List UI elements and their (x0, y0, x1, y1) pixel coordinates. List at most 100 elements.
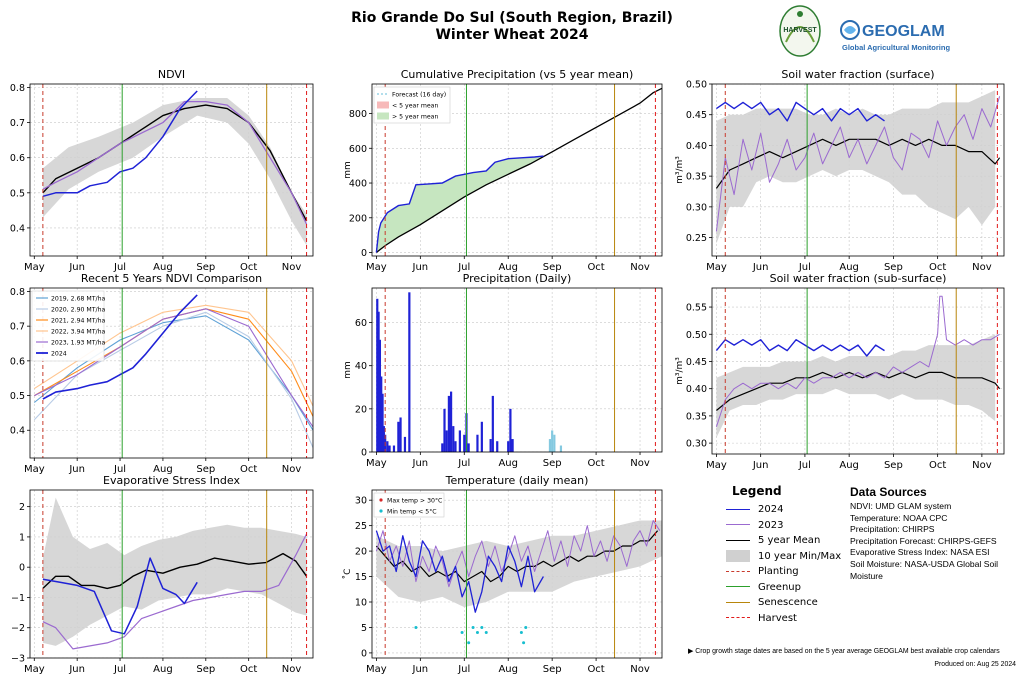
y-axis-label: m³/m³ (675, 357, 685, 385)
y-tick-label: 0.25 (686, 233, 707, 244)
legend-swatch-line (726, 617, 750, 619)
precip-bar (449, 391, 453, 452)
y-tick-label: 25 (355, 521, 367, 532)
temp-legend-marker (379, 498, 383, 502)
cold-marker (460, 631, 464, 635)
precip-bar (381, 393, 384, 452)
legend-swatch (726, 535, 750, 547)
y-tick-label: 0.5 (10, 188, 25, 199)
series-line-0 (42, 552, 308, 590)
y-axis-label: mm (343, 161, 353, 179)
min-max-band (716, 334, 996, 438)
legend-swatch-line (726, 539, 750, 541)
temp-legend: Max temp > 30°C Min temp < 5°C (373, 492, 445, 518)
series-line-2024 (375, 155, 544, 253)
legend-item: 2023 (726, 518, 844, 534)
legend-swatch-line (726, 601, 750, 603)
plot-frame (711, 83, 1005, 257)
precip-bar (378, 339, 382, 452)
x-tick-label: Aug (498, 458, 518, 469)
y-tick-label: 0.40 (686, 141, 707, 152)
x-tick-label: Jul (457, 458, 470, 469)
legend-label: Greenup (758, 581, 801, 593)
temp-legend-label: Max temp > 30°C (387, 497, 442, 505)
precip-bar (382, 426, 385, 452)
series-line-2 (42, 557, 198, 635)
y-tick-label: 400 (349, 179, 367, 190)
series-line-mean (375, 87, 662, 254)
precip-bar (491, 395, 494, 452)
plot-content (30, 84, 313, 256)
source-precipitation: Precipitation: CHIRPS (850, 524, 935, 535)
y-tick-label: 0.45 (686, 357, 707, 368)
x-tick-label: Jul (798, 262, 811, 273)
precip-bar (454, 441, 457, 452)
legend-item: Planting (726, 564, 844, 580)
x-tick-label: Oct (240, 262, 257, 273)
x-tick-label: Jun (68, 262, 85, 273)
x-tick-label: Nov (630, 458, 650, 469)
x-tick-label: Nov (282, 262, 302, 273)
x-tick-label: Nov (282, 464, 302, 475)
precip-bar (386, 441, 389, 452)
cold-marker (467, 641, 471, 645)
x-tick-label: Nov (972, 262, 992, 273)
cumprec-legend-label: < 5 year mean (392, 103, 438, 110)
chart-temperature: Temperature (daily mean) May Jun Jul Aug Sep O… (342, 474, 663, 675)
series-line-1 (715, 295, 1000, 427)
precip-bar (376, 298, 379, 452)
y-tick-label: 0 (361, 248, 367, 259)
legend-title: Legend (732, 484, 782, 498)
ndvi5-legend-label: 2021, 2.94 MT/ha (51, 318, 106, 325)
legend-label: 5 year Mean (758, 535, 821, 547)
x-tick-label: Jun (412, 664, 429, 675)
x-tick-label: Sep (884, 460, 903, 471)
forecast-bar (551, 430, 554, 452)
precip-bar (458, 430, 461, 452)
y-tick-label: 60 (355, 318, 367, 329)
x-tick-label: May (366, 262, 387, 273)
legend-swatch (726, 566, 750, 578)
series-line-0 (716, 371, 1001, 411)
legend-swatch (726, 581, 750, 593)
series-line-2 (42, 90, 198, 198)
plot-frame (371, 287, 663, 453)
legend-label: Harvest (758, 612, 797, 624)
legend-item: Greenup (726, 580, 844, 596)
x-tick-label: Jun (412, 458, 429, 469)
x-tick-label: May (24, 664, 45, 675)
x-tick-label: May (366, 458, 387, 469)
legend-swatch (726, 597, 750, 609)
x-tick-label: Oct (929, 262, 946, 273)
ndvi5-legend-label: 2022, 3.94 MT/ha (51, 329, 106, 336)
y-tick-label: 2 (19, 502, 25, 513)
legend-swatch-line (726, 586, 750, 588)
legend-swatch (726, 504, 750, 516)
y-tick-label: 600 (349, 144, 367, 155)
y-tick-label: 0 (361, 448, 367, 459)
y-tick-label: 0.7 (10, 322, 25, 333)
x-tick-label: Aug (498, 262, 518, 273)
x-tick-label: Jun (752, 460, 769, 471)
forecast-bar (553, 434, 556, 452)
cold-marker (475, 631, 479, 635)
y-tick-label: 0.8 (10, 287, 25, 298)
chart-title: Cumulative Precipitation (vs 5 year mean… (401, 68, 634, 81)
legend-swatch-2 (377, 112, 389, 120)
y-tick-label: 0 (361, 648, 367, 659)
plot-content (712, 84, 1004, 256)
page-title: Rio Grande Do Sul (South Region, Brazil)… (300, 10, 724, 44)
geoglam-logo: GEOGLAM Global Agricultural Monitoring (840, 20, 950, 52)
y-tick-label: 10 (355, 598, 367, 609)
cold-marker (414, 625, 418, 629)
legend-label: Planting (758, 566, 799, 578)
x-tick-label: May (366, 664, 387, 675)
y-tick-label: −1 (11, 593, 25, 604)
series-line-2 (375, 530, 544, 613)
plot-frame (29, 287, 314, 459)
legend-label: 2024 (758, 504, 784, 516)
y-tick-label: 0.50 (686, 330, 707, 341)
y-tick-label: 15 (355, 572, 367, 583)
y-tick-label: 40 (355, 361, 367, 372)
x-tick-label: Oct (587, 458, 604, 469)
